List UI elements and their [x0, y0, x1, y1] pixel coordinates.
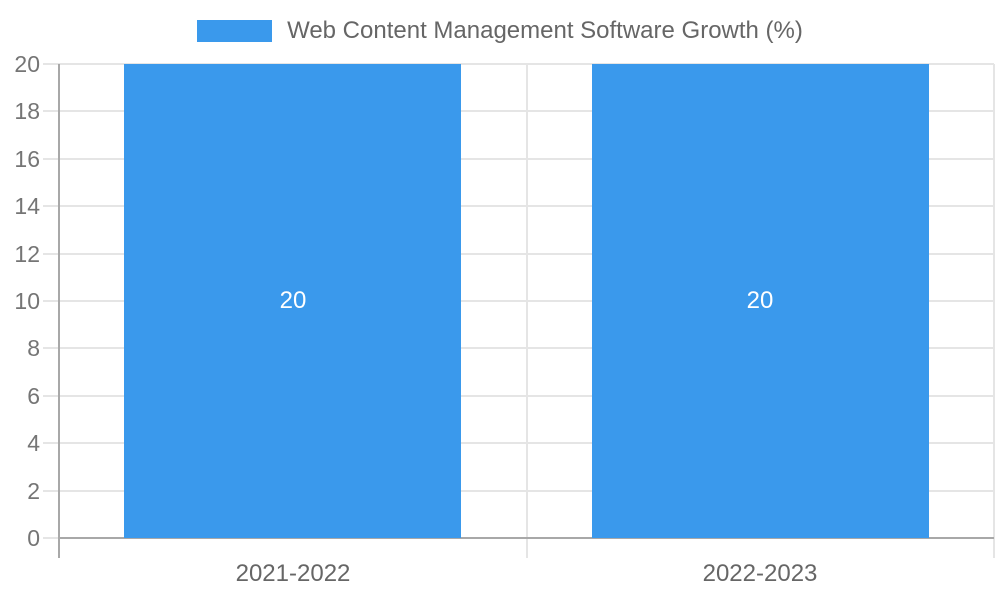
y-gridline [43, 395, 994, 397]
legend-swatch [197, 20, 273, 42]
bar[interactable] [124, 64, 461, 538]
y-axis-tick-label: 12 [14, 241, 40, 267]
y-axis-tick-label: 20 [14, 51, 40, 77]
y-axis-line [58, 64, 60, 558]
x-axis-baseline [58, 537, 994, 539]
y-axis-tick-label: 10 [14, 288, 40, 314]
y-gridline [43, 300, 994, 302]
y-axis-tick-label: 16 [14, 146, 40, 172]
x-boundary-line [526, 64, 528, 558]
y-gridline [43, 158, 994, 160]
y-axis-tick-label: 8 [27, 335, 40, 361]
y-gridline [43, 442, 994, 444]
x-axis-category-label: 2022-2023 [702, 560, 818, 587]
bar-value-label: 20 [746, 287, 774, 314]
y-axis-tick-label: 2 [27, 478, 40, 504]
y-gridline [43, 63, 994, 65]
y-gridline [43, 490, 994, 492]
y-axis-tick-label: 0 [27, 525, 40, 551]
y-axis-tick-label: 14 [14, 193, 40, 219]
y-gridline [43, 205, 994, 207]
x-boundary-line [993, 64, 995, 558]
bar[interactable] [592, 64, 929, 538]
chart-legend[interactable]: Web Content Management Software Growth (… [0, 17, 1000, 45]
y-gridline [43, 110, 994, 112]
bar-value-label: 20 [279, 287, 307, 314]
y-axis-tick-label: 4 [27, 430, 40, 456]
y-axis-tick-label: 18 [14, 98, 40, 124]
y-axis-tick-label: 6 [27, 383, 40, 409]
y-gridline [43, 347, 994, 349]
legend-label: Web Content Management Software Growth (… [287, 17, 803, 44]
y-gridline [43, 253, 994, 255]
x-axis-category-label: 2021-2022 [235, 560, 351, 587]
